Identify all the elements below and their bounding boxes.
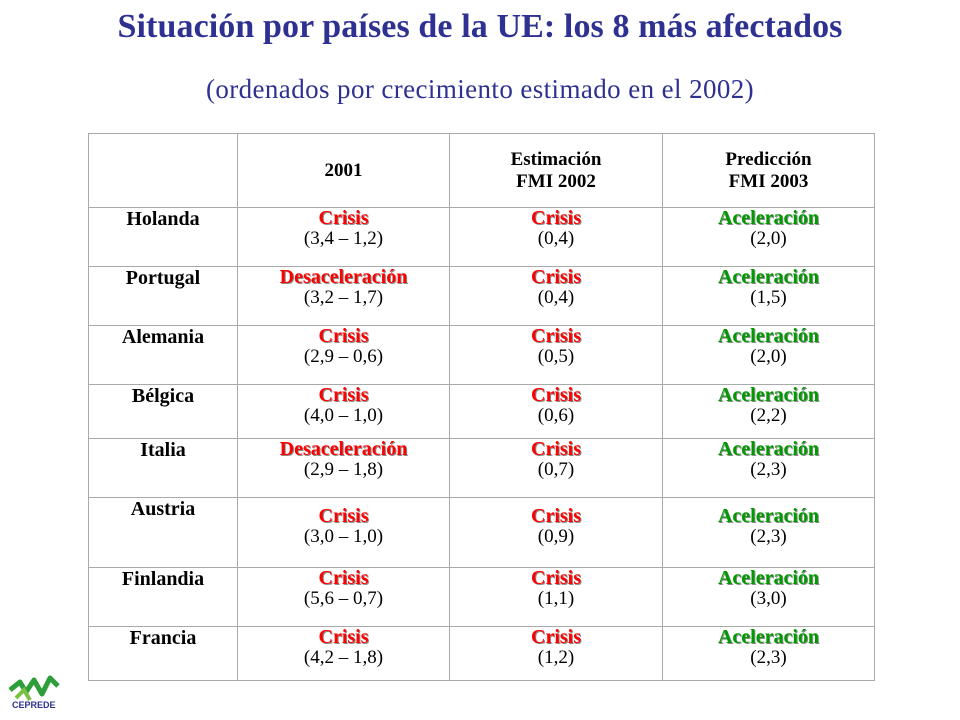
country-cell: Bélgica <box>88 384 238 439</box>
status-cell-c2: Crisis (0,6) <box>449 384 663 439</box>
growth-value: (4,2 – 1,8) <box>303 647 384 668</box>
status-cell-c2: Crisis (1,1) <box>449 567 663 627</box>
growth-value: (2,3) <box>750 526 787 547</box>
header-empty-cell <box>88 133 238 208</box>
growth-value: (2,3) <box>750 647 787 668</box>
growth-value: (2,2) <box>750 405 787 426</box>
status-label: Desaceleración <box>279 266 408 288</box>
status-cell-c1: Crisis (5,6 – 0,7) <box>237 567 450 627</box>
table-row: Holanda Crisis (3,4 – 1,2) Crisis (0,4) Acele… <box>88 207 875 267</box>
logo-text: CEPREDE <box>12 700 56 710</box>
status-label: Crisis <box>531 384 581 406</box>
status-cell-c2: Crisis (1,2) <box>449 626 663 681</box>
status-label: Desaceleración <box>279 438 408 460</box>
growth-value: (2,9 – 0,6) <box>303 346 384 367</box>
status-label: Aceleración <box>717 505 820 527</box>
status-cell-c2: Crisis (0,5) <box>449 325 663 385</box>
table-row: Bélgica Crisis (4,0 – 1,0) Crisis (0,6) Acele… <box>88 384 875 439</box>
status-cell-c2: Crisis (0,4) <box>449 207 663 267</box>
status-label: Crisis <box>531 207 581 229</box>
growth-value: (5,6 – 0,7) <box>303 588 384 609</box>
status-cell-c1: Crisis (4,2 – 1,8) <box>237 626 450 681</box>
status-label: Crisis <box>318 325 369 347</box>
status-label: Crisis <box>531 626 581 648</box>
status-label: Aceleración <box>717 384 820 406</box>
status-cell-c3: Aceleración (2,0) <box>662 325 875 385</box>
status-label: Crisis <box>318 207 369 229</box>
growth-value: (2,0) <box>750 228 787 249</box>
growth-value: (0,5) <box>537 346 575 367</box>
status-label: Crisis <box>531 325 581 347</box>
country-cell: Austria <box>88 497 238 568</box>
header-prediccion: Predicción FMI 2003 <box>662 133 875 208</box>
status-cell-c1: Crisis (3,4 – 1,2) <box>237 207 450 267</box>
growth-value: (3,4 – 1,2) <box>303 228 384 249</box>
status-label: Aceleración <box>717 266 820 288</box>
status-label: Aceleración <box>717 207 820 229</box>
status-cell-c2: Crisis (0,7) <box>449 438 663 498</box>
table-row: Italia Desaceleración (2,9 – 1,8) Crisis (0,… <box>88 438 875 498</box>
page-title: Situación por países de la UE: los 8 más… <box>117 8 843 45</box>
growth-value: (3,2 – 1,7) <box>303 287 384 308</box>
status-label: Crisis <box>318 505 369 527</box>
ceprede-logo-icon <box>8 675 60 702</box>
status-cell-c3: Aceleración (2,3) <box>662 626 875 681</box>
country-cell: Francia <box>88 626 238 681</box>
status-cell-c2: Crisis (0,9) <box>449 497 663 568</box>
growth-value: (2,3) <box>750 459 787 480</box>
table-header-row: 2001 Estimación FMI 2002 Predicción FMI 20… <box>88 133 875 208</box>
table-row: Finlandia Crisis (5,6 – 0,7) Crisis (1,1) Ace… <box>88 567 875 627</box>
growth-value: (0,4) <box>537 228 575 249</box>
header-estimacion: Estimación FMI 2002 <box>449 133 663 208</box>
growth-value: (1,5) <box>750 287 787 308</box>
status-label: Crisis <box>318 384 369 406</box>
status-label: Aceleración <box>717 626 820 648</box>
status-label: Crisis <box>318 567 369 589</box>
status-label: Crisis <box>531 266 581 288</box>
status-cell-c1: Crisis (3,0 – 1,0) <box>237 497 450 568</box>
status-cell-c1: Crisis (4,0 – 1,0) <box>237 384 450 439</box>
growth-value: (2,9 – 1,8) <box>303 459 384 480</box>
status-cell-c3: Aceleración (2,3) <box>662 438 875 498</box>
status-cell-c3: Aceleración (3,0) <box>662 567 875 627</box>
status-label: Crisis <box>531 505 581 527</box>
table-row: Alemania Crisis (2,9 – 0,6) Crisis (0,5) Acel… <box>88 325 875 385</box>
growth-value: (0,9) <box>537 526 575 547</box>
table-row: Portugal Desaceleración (3,2 – 1,7) Crisis(… <box>88 266 875 326</box>
status-label: Aceleración <box>717 325 820 347</box>
country-cell: Holanda <box>88 207 238 267</box>
table-row: Austria Crisis (3,0 – 1,0) Crisis (0,9) Acele… <box>88 497 875 568</box>
country-cell: Portugal <box>88 266 238 326</box>
status-cell-c1: Desaceleración (2,9 – 1,8) <box>237 438 450 498</box>
status-cell-c1: Crisis (2,9 – 0,6) <box>237 325 450 385</box>
table-row: Francia Crisis (4,2 – 1,8) Crisis (1,2) Acele… <box>88 626 875 681</box>
status-cell-c3: Aceleración (1,5) <box>662 266 875 326</box>
status-label: Crisis <box>531 438 581 460</box>
status-label: Crisis <box>318 626 369 648</box>
status-label: Crisis <box>531 567 581 589</box>
growth-value: (3,0) <box>750 588 787 609</box>
growth-value: (2,0) <box>750 346 787 367</box>
header-2001: 2001 <box>237 133 450 208</box>
status-cell-c3: Aceleración (2,3) <box>662 497 875 568</box>
growth-value: (1,2) <box>537 647 575 668</box>
status-label: Aceleración <box>717 438 820 460</box>
country-cell: Finlandia <box>88 567 238 627</box>
growth-value: (0,6) <box>537 405 575 426</box>
status-cell-c2: Crisis (0,4) <box>449 266 663 326</box>
status-cell-c1: Desaceleración (3,2 – 1,7) <box>237 266 450 326</box>
growth-value: (1,1) <box>537 588 575 609</box>
growth-value: (3,0 – 1,0) <box>303 526 384 547</box>
country-cell: Italia <box>88 438 238 498</box>
status-label: Aceleración <box>717 567 820 589</box>
growth-value: (0,4) <box>537 287 575 308</box>
status-cell-c3: Aceleración (2,2) <box>662 384 875 439</box>
countries-table: 2001 Estimación FMI 2002 Predicción FMI 20… <box>88 133 875 681</box>
country-cell: Alemania <box>88 325 238 385</box>
page-subtitle: (ordenados por crecimiento estimado en e… <box>205 74 755 104</box>
status-cell-c3: Aceleración (2,0) <box>662 207 875 267</box>
growth-value: (4,0 – 1,0) <box>303 405 384 426</box>
growth-value: (0,7) <box>537 459 575 480</box>
